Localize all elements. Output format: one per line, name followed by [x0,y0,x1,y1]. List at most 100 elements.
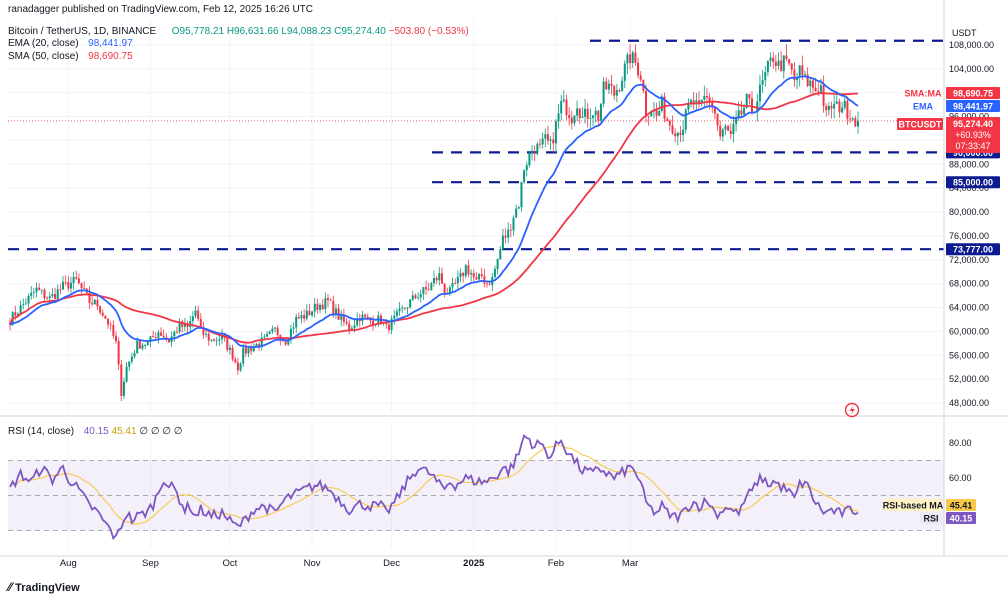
candle-body [22,304,25,306]
last-price-block [946,117,1000,153]
candle-body [467,265,470,275]
candle-body [528,152,531,166]
lightning-icon[interactable] [844,402,860,418]
candle-body [403,307,406,309]
candle-body [417,297,420,299]
candle-body [798,65,801,78]
sma-legend[interactable]: SMA (50, close) 98,690.75 [8,51,133,63]
last-price-change: +60.93% [955,130,991,140]
sma-price-tag-bg [946,87,1000,99]
candle-body [846,100,849,119]
candle-body [69,282,72,289]
candle-body [841,107,844,113]
candle-body [483,276,486,284]
time-tick-label: Nov [304,558,321,569]
candle-body [72,277,75,283]
candle-body [247,348,250,354]
candle-body [475,277,478,280]
candle-body [157,332,160,338]
candle-body [175,331,178,333]
candle-body [520,182,523,208]
candle-body [801,65,804,76]
candle-body [743,107,746,115]
candle-body [811,80,814,88]
candle-body [292,327,295,329]
candle-body [419,293,422,298]
candle-body [613,85,616,96]
candle-body [531,151,534,153]
publisher-text: ranadagger published on TradingView.com,… [8,4,314,15]
bar-countdown: 07:33:47 [955,141,990,151]
candle-body [38,287,41,290]
candle-body [268,331,271,334]
candle-body [54,294,57,299]
candle-body [213,339,216,342]
price-tick-label: 104,000.00 [949,64,994,74]
candle-body [674,133,677,137]
candle-body [758,84,761,102]
candle-body [626,54,629,64]
candle-body [390,318,393,331]
ema-legend[interactable]: EMA (20, close) 98,441.97 [8,38,133,50]
candle-body [334,308,337,315]
candle-body [398,308,401,312]
candle-body [32,292,35,293]
candle-body [183,323,186,327]
candle-body [435,277,438,281]
candle-body [486,283,488,285]
candle-body [735,117,738,124]
candle-body [533,151,536,153]
candle-body [438,273,441,281]
tradingview-logo[interactable]: ⁄⁄ TradingView [8,580,80,594]
time-tick-label: Feb [548,558,564,569]
candle-body [144,345,147,346]
candle-body [205,333,208,335]
candle-body [584,108,587,117]
candle-body [711,101,714,108]
candle-body [199,319,202,328]
candle-body [637,62,640,76]
candle-body [676,132,679,137]
candle-body [303,315,306,319]
level-price-tag-bg [946,176,1000,189]
rsi-legend[interactable]: RSI (14, close) 40.15 45.41 ∅ ∅ ∅ ∅ [8,426,183,438]
rsi-ma-value-tag-bg [946,499,976,511]
candle-body [695,100,698,103]
time-tick-label: Aug [60,558,77,569]
candle-body [75,277,78,279]
candle-body [313,303,316,312]
candle-body [77,278,80,284]
candle-body [43,289,46,298]
tradingview-logo-icon: ⁄⁄ [8,580,13,594]
candle-body [700,99,703,104]
level-price-tag: 73,777.00 [953,245,993,255]
candle-body [154,337,157,339]
high-value: H96,631.66 [226,26,279,37]
candle-body [395,311,398,316]
time-tick-label: Dec [383,558,400,569]
rsi-line [9,433,859,541]
candle-body [107,318,110,325]
rsi-lines [9,433,859,541]
candle-body [660,96,663,111]
candle-body [56,289,59,299]
candle-body [517,207,520,209]
candle-body [586,108,589,119]
candle-body [515,208,518,218]
symbol-name[interactable]: Bitcoin / TetherUS, 1D, BINANCE [8,26,157,37]
candle-body [96,299,99,307]
candle-body [454,283,457,284]
sma-price-tag: 98,690.75 [953,89,993,99]
candle-body [764,72,767,81]
candle-body [663,96,666,119]
candle-body [372,320,375,326]
candle-body [287,340,290,345]
candle-body [321,304,324,310]
candle-body [250,348,253,352]
candle-body [732,123,735,134]
candle-body [772,57,775,63]
candle-body [827,105,830,111]
candle-body [136,340,139,354]
candle-body [645,90,647,116]
